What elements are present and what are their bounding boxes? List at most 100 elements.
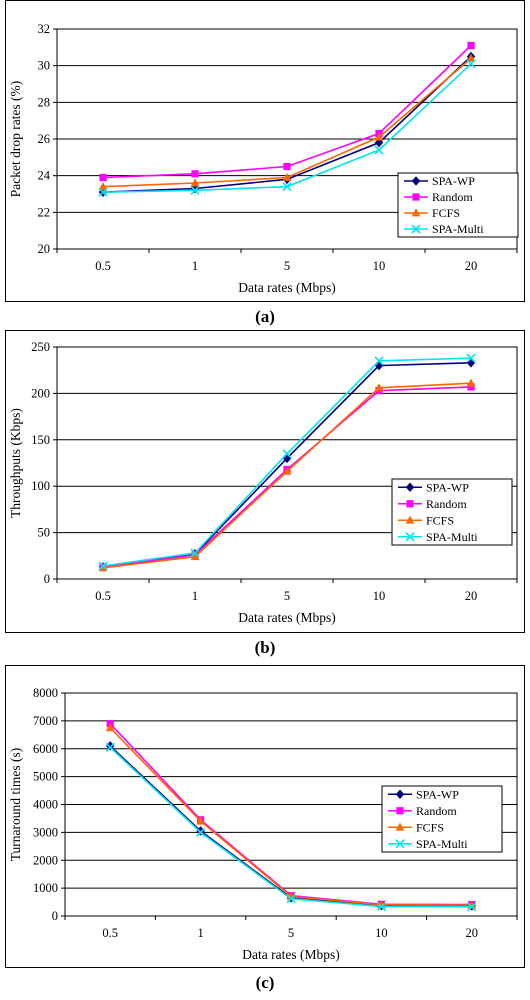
legend: SPA-WP Random FCFS SPA-Multi	[391, 478, 513, 546]
legend-label-spa-multi: SPA-Multi	[426, 530, 478, 544]
x-axis-label: Data rates (Mbps)	[238, 280, 335, 295]
plot-area	[56, 346, 518, 580]
x-tick-label: 1	[192, 259, 198, 273]
legend-marker-random	[396, 807, 404, 815]
legend-marker-fcfs	[405, 515, 415, 524]
chart-a: 20 22 24 26 28 30 32 0.5 1 5 10 20 Data rates (Mbps)…	[5, 0, 525, 302]
legend-box	[381, 785, 503, 853]
legend-label-spa-wp: SPA-WP	[426, 480, 469, 494]
data-point-fcfs	[190, 178, 200, 187]
data-point-fcfs	[190, 552, 200, 561]
caption-a: (a)	[255, 307, 275, 326]
y-tick-label: 24	[38, 169, 51, 183]
data-point-spa-multi	[374, 145, 384, 155]
y-tick-label: 150	[31, 433, 50, 447]
legend-label-spa-multi: SPA-Multi	[432, 222, 484, 236]
series-spa-multi	[98, 59, 476, 197]
y-tick-label: 26	[38, 132, 51, 146]
y-tick-label: 20	[38, 242, 51, 256]
y-tick-label: 7000	[33, 714, 58, 728]
series-spa-multi	[98, 353, 476, 571]
data-point-spa-multi	[98, 561, 108, 571]
data-point-spa-wp	[106, 741, 115, 751]
legend: SPA-WP Random FCFS SPA-Multi	[381, 785, 503, 853]
y-tick-label: 0	[52, 909, 58, 923]
x-tick-label: 5	[288, 926, 294, 940]
legend-marker-spa-multi	[405, 532, 415, 542]
data-point-spa-multi	[196, 827, 206, 837]
y-tick-label: 28	[38, 95, 51, 109]
y-tick-label: 5000	[33, 770, 58, 784]
data-point-fcfs	[282, 172, 292, 181]
data-point-spa-multi	[105, 742, 115, 752]
y-axis-label: Packet drop rates (%)	[8, 81, 23, 198]
y-axis-label: Turnaround times (s)	[8, 748, 23, 862]
legend-marker-spa-wp	[405, 482, 415, 493]
y-tick-label: 2000	[33, 853, 58, 867]
series-fcfs	[98, 53, 476, 191]
x-tick-label: 5	[284, 259, 290, 273]
y-tick-label: 200	[31, 386, 50, 400]
chart-panel-b: 0 50 100 150 200 250 0.5 1 5 10 20 Data rates (Mbps…	[0, 330, 530, 633]
legend-label-spa-wp: SPA-WP	[416, 787, 459, 801]
x-tick-label: 0.5	[95, 589, 111, 603]
legend-marker-fcfs	[411, 208, 421, 217]
chart-frame	[5, 0, 525, 302]
data-point-fcfs	[282, 466, 292, 475]
x-tick-label: 20	[465, 589, 478, 603]
x-tick-label: 20	[465, 259, 478, 273]
x-tick-label: 1	[197, 926, 203, 940]
x-axis-label: Data rates (Mbps)	[238, 610, 335, 625]
y-tick-label: 30	[38, 59, 51, 73]
legend-marker-spa-multi	[395, 839, 405, 849]
data-point-spa-multi	[98, 187, 108, 197]
data-point-fcfs	[374, 383, 384, 392]
y-tick-label: 250	[31, 340, 50, 354]
y-tick-label: 22	[38, 205, 51, 219]
x-axis-label: Data rates (Mbps)	[242, 947, 339, 962]
data-point-spa-multi	[376, 901, 386, 912]
x-tick-label: 10	[373, 589, 386, 603]
caption-b: (b)	[254, 638, 276, 657]
x-tick-label: 0.5	[102, 926, 118, 940]
legend-marker-spa-multi	[411, 224, 421, 234]
y-tick-label: 100	[31, 479, 50, 493]
y-tick-label: 32	[38, 22, 51, 36]
y-tick-label: 1000	[33, 881, 58, 895]
data-point-random	[191, 170, 199, 178]
series-spa-multi	[105, 742, 477, 912]
data-point-spa-multi	[466, 353, 476, 363]
data-point-spa-multi	[282, 449, 292, 459]
caption-c: (c)	[255, 973, 275, 992]
data-point-spa-multi	[466, 59, 476, 69]
legend-marker-spa-wp	[411, 176, 421, 186]
data-point-spa-wp	[374, 137, 384, 148]
data-point-random	[99, 173, 107, 182]
legend-marker-random	[406, 500, 414, 508]
y-axis-label: Throughputs (Kbps)	[8, 408, 23, 518]
x-tick-label: 1	[192, 589, 198, 603]
y-tick-label: 3000	[33, 825, 58, 839]
chart-b: 0 50 100 150 200 250 0.5 1 5 10 20 Data rates (Mbps…	[5, 330, 525, 633]
plot-area	[64, 692, 518, 917]
data-point-random	[467, 383, 475, 391]
y-tick-label: 6000	[33, 742, 58, 756]
x-tick-label: 0.5	[95, 259, 111, 273]
data-point-spa-multi	[190, 548, 200, 558]
legend-label-fcfs: FCFS	[432, 206, 460, 220]
legend-label-random: Random	[426, 497, 467, 511]
data-point-fcfs	[98, 182, 108, 191]
data-point-fcfs	[105, 723, 115, 732]
data-point-fcfs	[196, 816, 205, 825]
legend-label-random: Random	[416, 804, 457, 818]
data-point-spa-wp	[190, 183, 200, 194]
legend-label-fcfs: FCFS	[416, 820, 444, 834]
data-point-spa-multi	[282, 182, 292, 192]
legend-marker-random	[412, 193, 420, 201]
legend: SPA-WP Random FCFS SPA-Multi	[397, 172, 519, 238]
chart-panel-a: 20 22 24 26 28 30 32 0.5 1 5 10 20 Data rates (Mbps)…	[0, 0, 530, 302]
y-tick-label: 4000	[33, 798, 58, 812]
plot-area	[56, 28, 518, 250]
data-point-fcfs	[466, 378, 476, 387]
chart-panel-c: 0 1000 2000 3000 4000 5000 6000 7000 8000 0.5 1 5 10…	[0, 665, 530, 968]
